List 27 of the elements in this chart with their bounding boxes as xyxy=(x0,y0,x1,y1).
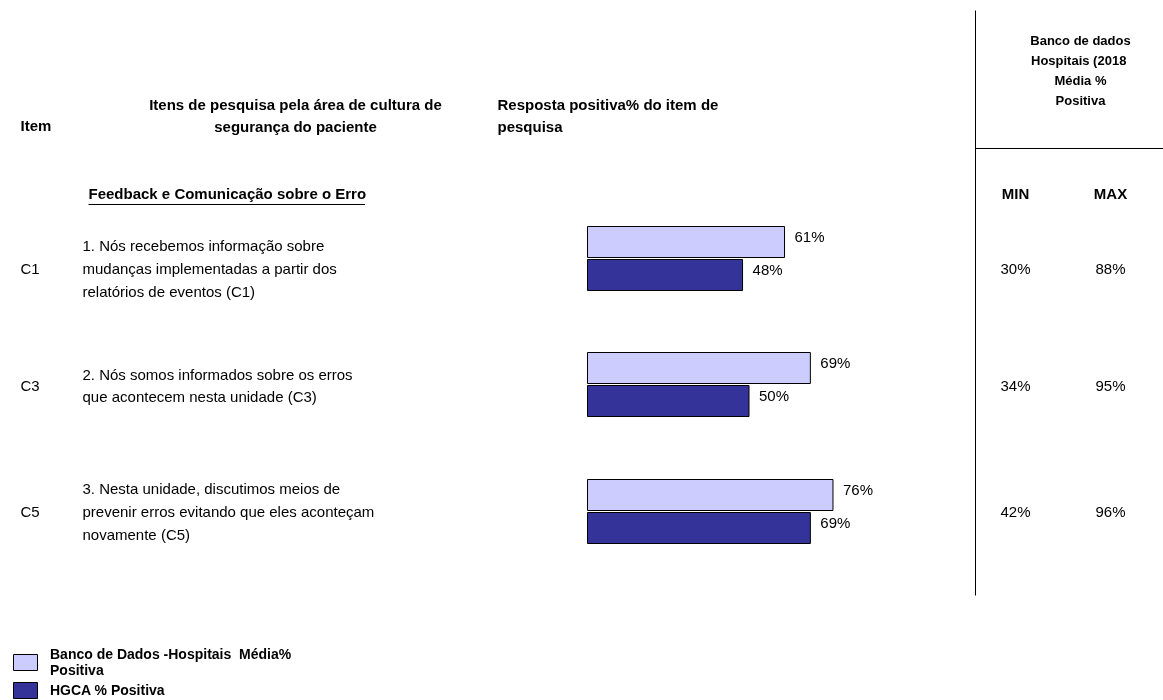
text: MAX xyxy=(1093,185,1128,202)
data-label: 48% xyxy=(752,260,783,278)
text: Resposta positiva% do item de pesquisa xyxy=(497,95,719,136)
text: Banco de dados Hospitais (2018 Média % Positiva xyxy=(1030,32,1131,109)
text: 30% xyxy=(1000,260,1031,277)
text: 34% xyxy=(1000,377,1031,394)
text: C3 xyxy=(20,377,40,394)
text: C1 xyxy=(20,260,40,277)
data-label: 76% xyxy=(842,480,874,498)
text: Feedback e Comunicação sobre o Erro xyxy=(88,185,367,202)
text: 88% xyxy=(1095,260,1126,277)
legend-label: HGCA % Positiva xyxy=(50,682,165,698)
y-tick-label: 3. Nesta unidade, discutimos meios de prevenir erros evitando que eles aconteçam novamente (C5) xyxy=(82,480,375,543)
data-label: 69% xyxy=(820,513,851,531)
legend-label: Banco de Dados -Hospitais Média% Positiva xyxy=(50,646,292,678)
data-label: 69% xyxy=(820,353,851,371)
y-tick-label: 2. Nós somos informados sobre os erros que acontecem nesta unidade (C3) xyxy=(82,365,353,406)
text: 95% xyxy=(1095,377,1126,394)
text: Itens de pesquisa pela área de cultura de segurança do paciente xyxy=(149,95,442,136)
text: 42% xyxy=(1000,503,1031,520)
data-label: 50% xyxy=(759,386,790,404)
text: Item xyxy=(20,117,52,134)
data-label: 61% xyxy=(794,227,825,245)
text: 96% xyxy=(1095,503,1126,520)
y-tick-label: 1. Nós recebemos informação sobre mudanças implementadas a partir dos relatórios de eventos (C1) xyxy=(82,237,337,300)
text: C5 xyxy=(20,503,40,520)
text: MIN xyxy=(1001,185,1030,202)
